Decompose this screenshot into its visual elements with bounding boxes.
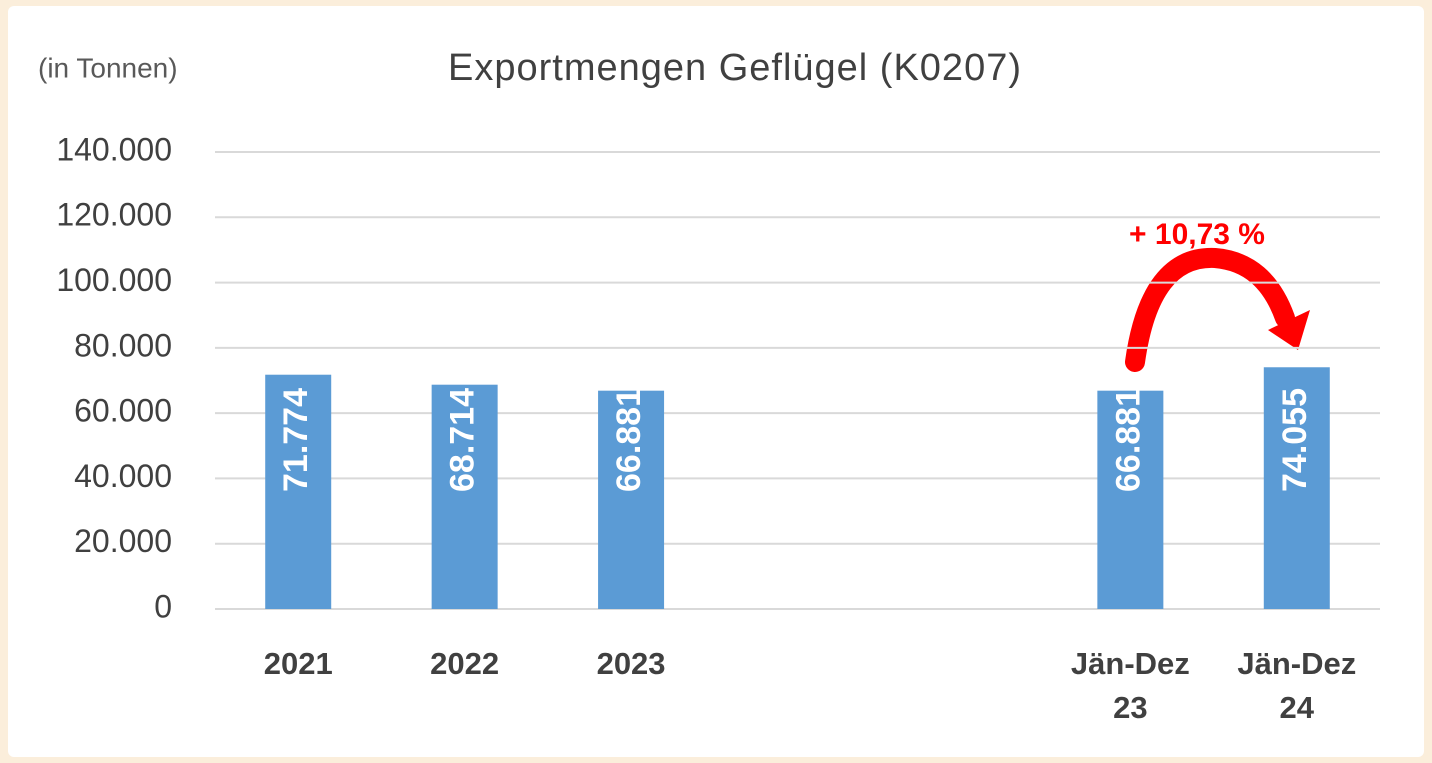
x-tick-label: 2023	[596, 646, 666, 681]
chart-title: Exportmengen Geflügel (K0207)	[448, 47, 1022, 89]
y-tick-label: 20.000	[74, 523, 172, 559]
x-tick-label: Jän-Dez 23	[1070, 646, 1190, 725]
x-tick-label: Jän-Dez 24	[1237, 646, 1357, 725]
arrow-head	[1268, 310, 1310, 350]
y-tick-label: 60.000	[74, 393, 172, 429]
y-tick-label: 100.000	[56, 262, 172, 298]
data-label: 74.055	[1276, 388, 1314, 492]
bar	[265, 374, 332, 609]
y-tick-label: 140.000	[56, 131, 172, 167]
bar	[598, 390, 665, 609]
y-tick-label: 0	[154, 588, 172, 624]
bar	[431, 384, 498, 609]
data-label: 66.881	[610, 388, 648, 492]
arrow	[1125, 247, 1295, 372]
bar	[1097, 390, 1164, 609]
x-tick-label: 2021	[263, 646, 333, 681]
data-label: 71.774	[277, 388, 315, 492]
annotation: + 10,73 %	[1129, 218, 1265, 251]
y-tick-label: 120.000	[56, 197, 172, 233]
x-tick-label: 2022	[430, 646, 500, 681]
y-tick-label: 80.000	[74, 327, 172, 363]
data-label: 68.714	[444, 388, 482, 492]
chart-panel	[8, 6, 1424, 757]
bar	[1263, 367, 1330, 609]
y-tick-label: 40.000	[74, 458, 172, 494]
data-label: 66.881	[1109, 388, 1147, 492]
subtitle: (in Tonnen)	[38, 52, 178, 83]
